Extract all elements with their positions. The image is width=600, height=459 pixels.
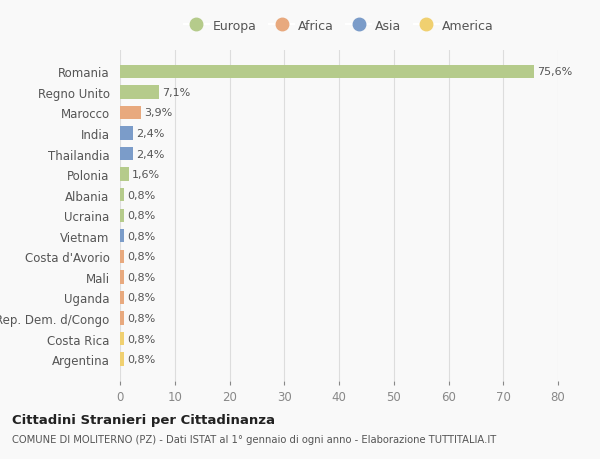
Bar — [120, 230, 124, 243]
Text: 0,8%: 0,8% — [128, 231, 156, 241]
Bar — [120, 127, 133, 140]
Text: 0,8%: 0,8% — [128, 334, 156, 344]
Bar — [120, 209, 124, 223]
Text: 1,6%: 1,6% — [132, 170, 160, 180]
Text: 3,9%: 3,9% — [145, 108, 173, 118]
Text: COMUNE DI MOLITERNO (PZ) - Dati ISTAT al 1° gennaio di ogni anno - Elaborazione : COMUNE DI MOLITERNO (PZ) - Dati ISTAT al… — [12, 434, 496, 444]
Bar — [120, 106, 142, 120]
Legend: Europa, Africa, Asia, America: Europa, Africa, Asia, America — [179, 15, 499, 38]
Text: 0,8%: 0,8% — [128, 252, 156, 262]
Text: 0,8%: 0,8% — [128, 190, 156, 200]
Bar — [120, 147, 133, 161]
Text: 0,8%: 0,8% — [128, 313, 156, 323]
Text: 0,8%: 0,8% — [128, 293, 156, 303]
Bar — [120, 312, 124, 325]
Text: 75,6%: 75,6% — [537, 67, 572, 77]
Text: 2,4%: 2,4% — [136, 149, 165, 159]
Bar — [120, 271, 124, 284]
Text: 2,4%: 2,4% — [136, 129, 165, 139]
Text: 0,8%: 0,8% — [128, 354, 156, 364]
Bar — [120, 332, 124, 346]
Bar — [120, 66, 534, 79]
Bar — [120, 250, 124, 263]
Text: 7,1%: 7,1% — [162, 88, 190, 98]
Bar — [120, 168, 129, 181]
Bar — [120, 291, 124, 304]
Bar — [120, 189, 124, 202]
Bar — [120, 353, 124, 366]
Bar — [120, 86, 159, 99]
Text: 0,8%: 0,8% — [128, 211, 156, 221]
Text: Cittadini Stranieri per Cittadinanza: Cittadini Stranieri per Cittadinanza — [12, 413, 275, 426]
Text: 0,8%: 0,8% — [128, 272, 156, 282]
